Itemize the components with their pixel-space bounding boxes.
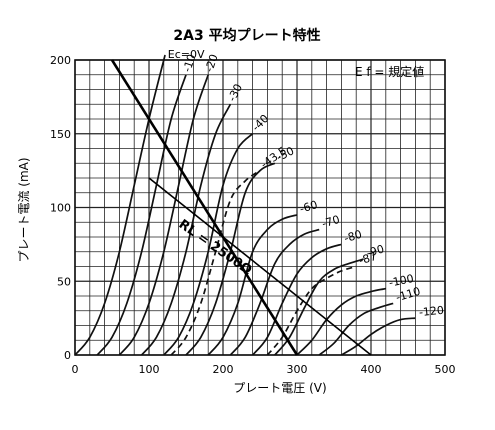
plate-curve [74, 54, 166, 356]
load-line [110, 59, 299, 356]
x-tick-label: 0 [72, 363, 79, 376]
plate-curve [170, 169, 261, 356]
curve-label: -60 [298, 198, 319, 216]
tick-labels: 0 100 200 300 400 500 0 50 100 150 200 [50, 54, 456, 376]
load-lines [110, 59, 372, 356]
y-tick-label: 50 [57, 275, 71, 288]
x-tick-label: 500 [435, 363, 456, 376]
curve-label: -87 [357, 250, 378, 268]
y-tick-label: 0 [64, 349, 71, 362]
plate-curve [207, 214, 298, 356]
operating-line [148, 177, 372, 356]
y-tick-label: 200 [50, 54, 71, 67]
plate-curve [229, 228, 320, 356]
axes [74, 59, 446, 356]
y-axis-label: プレート電流 (mA) [17, 157, 31, 262]
filament-note: E f = 規定値 [355, 64, 424, 79]
curve-labels: Ec=0V-10 -20-30-40-43.5-50-60-70-80-87-90… [168, 48, 445, 319]
curve-label: -30 [225, 82, 245, 104]
plate-curve [296, 287, 386, 356]
y-tick-label: 100 [50, 202, 71, 215]
curve-label: -20 [203, 53, 221, 74]
plate-curve [274, 258, 364, 356]
grid [74, 59, 446, 356]
plate-curve [318, 302, 394, 356]
plate-curve [340, 317, 416, 356]
curve-label: -120 [418, 304, 444, 319]
plate-curve [140, 103, 232, 356]
x-tick-label: 100 [139, 363, 160, 376]
x-tick-label: 200 [213, 363, 234, 376]
plate-curve [96, 74, 187, 356]
plot-frame [74, 59, 446, 356]
x-tick-label: 300 [287, 363, 308, 376]
curve-label: -80 [343, 228, 364, 246]
curve-label: -100 [388, 272, 415, 290]
plate-curve [266, 265, 357, 356]
x-tick-label: 400 [361, 363, 382, 376]
plate-curves [74, 54, 416, 356]
chart-title: 2A3 平均プレート特性 [173, 27, 320, 44]
plate-curve [251, 243, 342, 356]
x-axis-label: プレート電圧 (V) [233, 381, 326, 395]
curve-label: -70 [320, 213, 341, 231]
curve-label: -90 [365, 242, 386, 260]
plate-curve [163, 133, 254, 356]
plate-curve [185, 162, 276, 356]
plate-curve [118, 74, 210, 356]
curve-label: Ec=0V [168, 48, 205, 61]
curve-label: -10 [180, 53, 198, 74]
y-tick-label: 150 [50, 128, 71, 141]
